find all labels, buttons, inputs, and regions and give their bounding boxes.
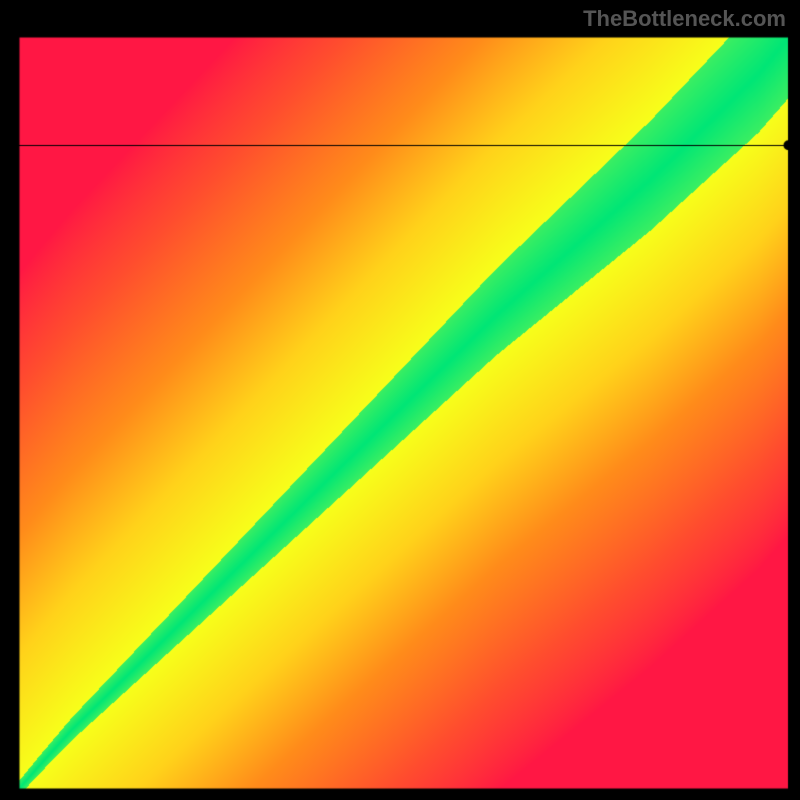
chart-container: TheBottleneck.com — [0, 0, 800, 800]
bottleneck-heatmap-canvas — [0, 0, 800, 800]
watermark-text: TheBottleneck.com — [583, 6, 786, 32]
